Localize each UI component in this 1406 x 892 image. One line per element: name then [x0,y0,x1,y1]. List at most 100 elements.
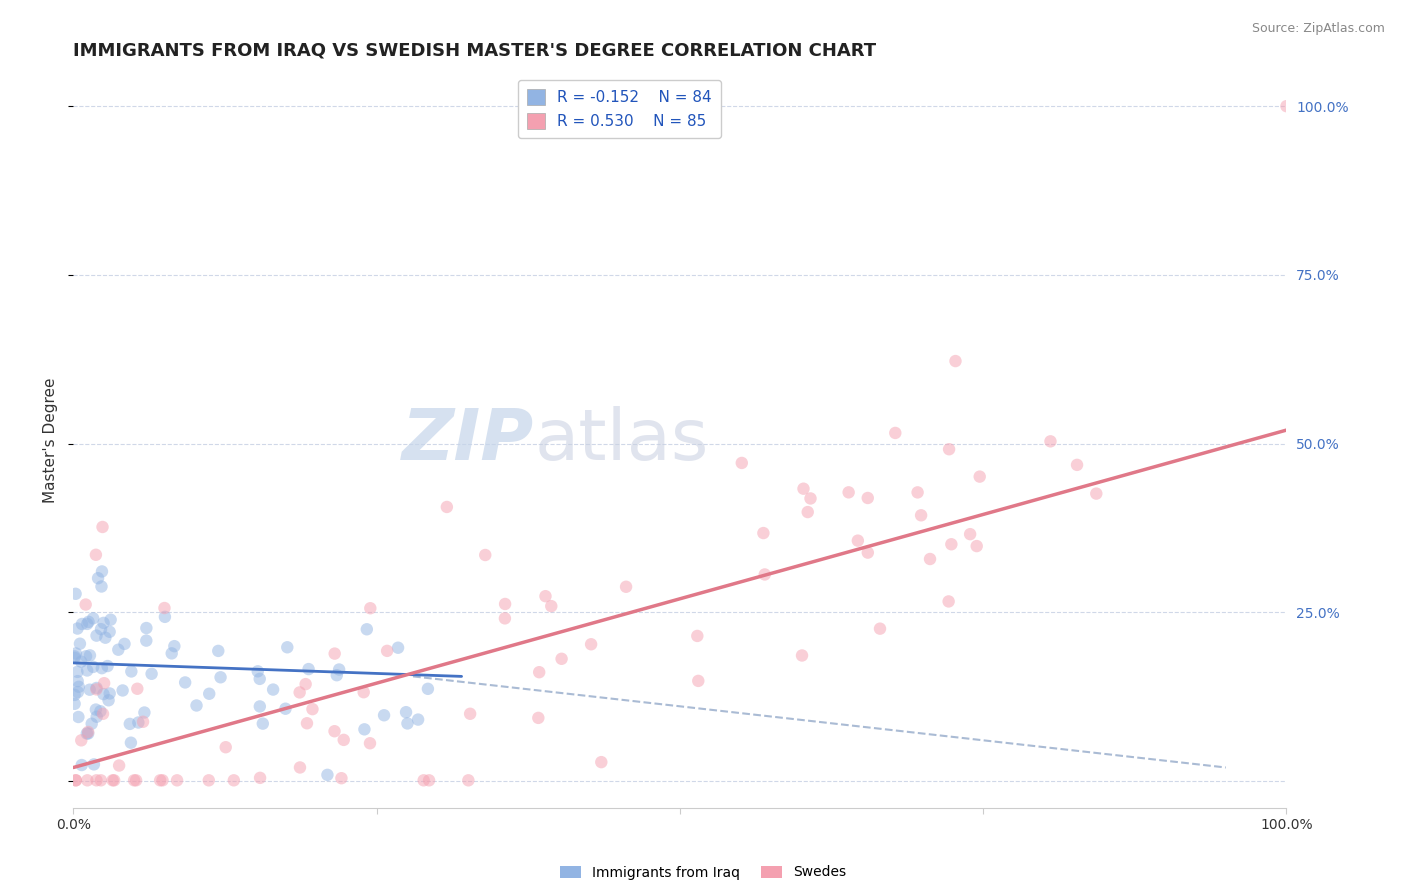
Point [70,758,93,772]
Text: Source: ZipAtlas.com: Source: ZipAtlas.com [1251,22,1385,36]
Point [856,546,879,560]
Point [938,594,960,608]
Point [75,598,97,612]
Point [101,773,124,788]
Point [494,611,516,625]
Point [86,681,108,695]
Point [591,755,613,769]
Point [65,647,87,661]
Point [97,693,120,707]
Point [323,647,346,661]
Point [93,615,115,630]
Text: ZIP: ZIP [402,406,534,475]
Point [91,565,114,579]
Point [93,687,115,701]
Point [107,642,129,657]
Point [579,637,602,651]
Point [66,665,89,679]
Point [356,622,378,636]
Point [288,760,311,774]
Point [1275,99,1298,113]
Point [120,665,142,679]
Point [910,508,932,523]
Point [127,681,149,696]
Point [65,773,87,788]
Point [86,682,108,697]
Point [66,622,89,636]
Point [79,648,101,663]
Point [534,589,557,603]
Point [135,633,157,648]
Point [76,726,98,740]
Point [63,649,86,664]
Point [295,716,318,731]
Point [152,773,174,788]
Point [249,672,271,686]
Point [884,425,907,440]
Point [412,773,434,788]
Point [686,629,709,643]
Point [373,708,395,723]
Point [359,736,381,750]
Point [98,686,121,700]
Point [149,773,172,788]
Point [297,662,319,676]
Point [328,663,350,677]
Point [84,548,107,562]
Legend: R = -0.152    N = 84, R = 0.530    N = 85: R = -0.152 N = 84, R = 0.530 N = 85 [517,80,721,138]
Point [966,539,988,553]
Point [288,685,311,699]
Point [91,706,114,721]
Point [353,685,375,699]
Point [70,733,93,747]
Point [869,622,891,636]
Point [90,580,112,594]
Text: IMMIGRANTS FROM IRAQ VS SWEDISH MASTER'S DEGREE CORRELATION CHART: IMMIGRANTS FROM IRAQ VS SWEDISH MASTER'S… [73,42,876,60]
Point [907,485,929,500]
Point [103,773,125,788]
Point [114,637,136,651]
Point [796,505,818,519]
Point [790,648,813,663]
Point [77,726,100,740]
Point [63,688,86,702]
Point [209,670,232,684]
Point [76,616,98,631]
Point [82,611,104,625]
Point [87,571,110,585]
Point [252,716,274,731]
Point [614,580,637,594]
Point [395,705,418,719]
Point [122,773,145,788]
Point [207,644,229,658]
Point [86,629,108,643]
Point [120,736,142,750]
Point [153,601,176,615]
Point [108,758,131,772]
Point [838,485,860,500]
Point [326,668,349,682]
Point [91,520,114,534]
Point [969,469,991,483]
Point [262,682,284,697]
Point [436,500,458,514]
Point [100,613,122,627]
Point [70,617,93,632]
Point [67,710,90,724]
Point [688,673,710,688]
Point [63,697,86,711]
Point [77,615,100,629]
Point [918,552,941,566]
Point [249,771,271,785]
Point [94,631,117,645]
Point [66,674,89,689]
Point [527,711,550,725]
Point [186,698,208,713]
Point [222,773,245,788]
Point [134,706,156,720]
Point [418,773,440,788]
Point [198,687,221,701]
Point [97,659,120,673]
Point [76,664,98,678]
Point [83,757,105,772]
